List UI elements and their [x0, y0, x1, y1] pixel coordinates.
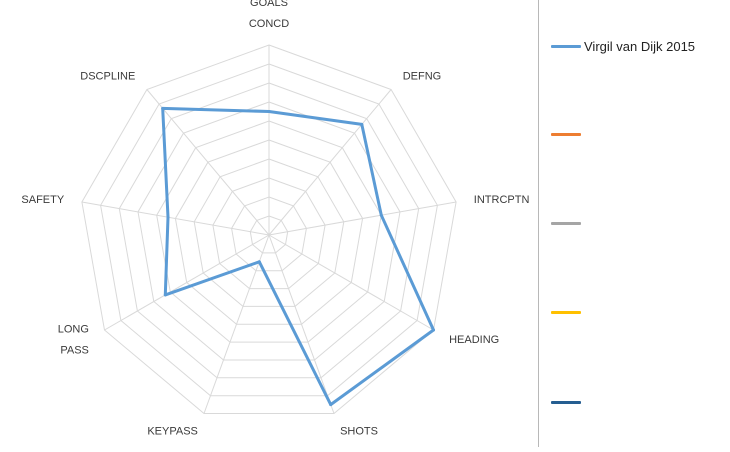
legend-swatch — [551, 221, 581, 225]
grid-ring — [100, 63, 438, 397]
legend-item: Virgil van Dijk 2015 — [551, 35, 695, 57]
chart-legend: Virgil van Dijk 2015 — [548, 0, 730, 447]
axis-label-line: KEYPASS — [147, 426, 198, 438]
data-point — [267, 110, 271, 113]
axis-label-line: LONG — [58, 324, 89, 336]
legend-swatch — [551, 400, 581, 404]
axis-label: SAFETY — [21, 194, 64, 206]
grid-ring — [231, 196, 307, 272]
axis-label-line: SHOTS — [340, 426, 378, 438]
grid-ring — [81, 44, 457, 414]
data-point — [360, 122, 364, 126]
axis-label: KEYPASS — [147, 426, 198, 438]
grid-ring — [249, 215, 289, 254]
grid-spoke — [104, 234, 270, 331]
axis-label-line: GOALS — [250, 0, 288, 9]
grid-ring — [174, 139, 364, 325]
axis-label: DSCPLINE — [80, 71, 135, 83]
legend-swatch — [551, 132, 581, 136]
series-line — [161, 106, 435, 407]
axis-label: LONG PASS — [58, 324, 89, 357]
grid-layer — [81, 44, 457, 414]
axis-label: SHOTS — [340, 426, 378, 438]
axis-label: DEFNG — [403, 71, 442, 83]
legend-swatch — [551, 44, 581, 48]
data-point — [163, 293, 167, 297]
grid-spoke — [81, 201, 270, 236]
data-point — [166, 215, 170, 219]
grid-spoke — [268, 89, 392, 236]
legend-item — [551, 391, 584, 413]
data-point — [379, 213, 383, 217]
legend-item — [551, 212, 584, 234]
legend-item — [551, 301, 584, 323]
data-point — [329, 403, 333, 407]
grid-spoke — [268, 234, 434, 331]
radar-chart: GOALS CONCD DEFNG INTRCPTN HEADING SHOTS KEYPA… — [21, 0, 529, 438]
axis-label-line: DEFNG — [403, 71, 442, 83]
legend-swatch — [551, 310, 581, 314]
data-point — [432, 328, 435, 332]
axis-label-line: CONCD — [249, 18, 289, 30]
radar-svg: GOALS CONCD DEFNG INTRCPTN HEADING SHOTS KEYPA… — [21, 0, 529, 438]
series-layer — [161, 106, 435, 407]
axis-label-line: INTRCPTN — [474, 194, 530, 206]
data-point — [161, 106, 165, 110]
axis-labels: GOALS CONCD DEFNG INTRCPTN HEADING SHOTS KEYPA… — [21, 0, 529, 438]
grid-ring — [118, 82, 420, 379]
axis-label-line: HEADING — [449, 334, 499, 346]
grid-spoke — [203, 234, 270, 414]
legend-divider — [538, 0, 539, 447]
grid-ring — [212, 177, 326, 290]
axis-label-line: PASS — [60, 345, 89, 357]
grid-ring — [137, 101, 401, 361]
grid-spoke — [268, 201, 457, 236]
grid-spoke — [268, 234, 335, 414]
data-point — [257, 260, 261, 264]
grid-ring — [193, 158, 345, 307]
axis-label-line: DSCPLINE — [80, 71, 135, 83]
legend-item — [551, 123, 584, 145]
axis-label: INTRCPTN — [474, 194, 530, 206]
grid-ring — [156, 120, 382, 343]
legend-label: Virgil van Dijk 2015 — [584, 38, 696, 54]
grid-spoke — [146, 89, 270, 236]
axis-label: GOALS CONCD — [249, 0, 289, 30]
axis-label-line: SAFETY — [21, 194, 64, 206]
axis-label: HEADING — [449, 334, 499, 346]
